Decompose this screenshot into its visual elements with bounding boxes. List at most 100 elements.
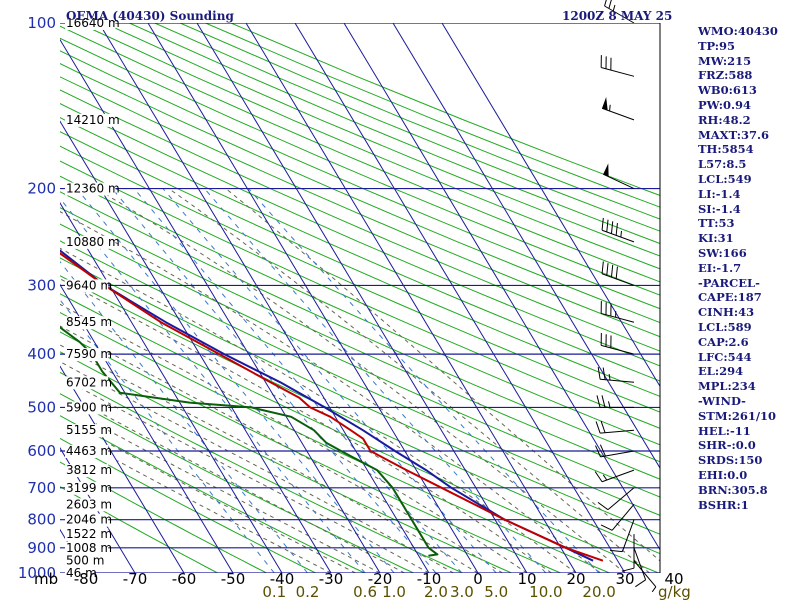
mixing-ratio-tick-label: 5.0 <box>484 583 508 600</box>
wind-barb <box>600 301 635 323</box>
chart-datetime: 1200Z 8 MAY 25 <box>562 9 672 23</box>
moist-adiabat-line <box>60 344 479 573</box>
wind-barb <box>600 332 635 355</box>
index-entry: RH:48.2 <box>698 112 751 127</box>
index-entry: LI:-1.4 <box>698 186 741 201</box>
height-label: 5155 m <box>66 423 112 437</box>
wind-barb <box>595 444 635 458</box>
height-label: 9640 m <box>66 278 112 292</box>
isotherm-line <box>60 447 136 573</box>
index-entry: WB0:613 <box>698 83 757 98</box>
index-entry: EL:294 <box>698 364 744 379</box>
temperature-tick-label: 0 <box>473 570 483 588</box>
moist-adiabat-line <box>117 460 332 573</box>
index-entry: SHR-:0.0 <box>698 438 756 453</box>
temperature-tick-label: -80 <box>74 570 99 588</box>
mixing-ratio-unit-label: g/kg <box>658 583 691 600</box>
isotherm-line <box>294 23 626 573</box>
pressure-axis-labels: 100 200 300 400 500 600 700 800 900 1000 <box>18 14 56 582</box>
isotherm-line <box>196 23 528 573</box>
moist-adiabat-line <box>95 423 381 573</box>
dry-adiabat-line <box>60 486 218 573</box>
dry-adiabat-line <box>60 207 660 480</box>
mixing-ratio-tick-label: 0.6 <box>353 583 377 600</box>
height-label: 46 m <box>66 566 97 580</box>
wind-barb <box>597 487 635 511</box>
isotherm-line <box>441 23 660 388</box>
index-entry: KI:31 <box>698 231 734 246</box>
wind-barb <box>596 395 634 408</box>
index-entry: PW:0.94 <box>698 97 752 112</box>
dewpoint-trace <box>60 326 439 557</box>
index-entry: TT:53 <box>698 216 735 231</box>
wind-barb <box>600 55 635 77</box>
height-labels: 16640 m 14210 m 12360 m 10880 m 9640 m 8545 m… <box>65 16 120 580</box>
wind-barb <box>601 96 635 121</box>
dry-adiabat-line <box>60 437 316 573</box>
dry-adiabat-line <box>60 331 561 573</box>
pressure-tick-label: 700 <box>27 479 56 497</box>
height-label: 500 m <box>66 554 104 568</box>
height-label: 7590 m <box>66 347 112 361</box>
isotherm-line <box>245 23 577 573</box>
mixing-ratio-line <box>111 188 437 573</box>
index-entry: MAXT:37.6 <box>698 127 769 142</box>
height-label: 5900 m <box>66 400 112 414</box>
height-label: 1522 m <box>66 527 112 541</box>
height-label: 3199 m <box>66 481 112 495</box>
dry-adiabat-line <box>103 23 660 257</box>
index-entry: TP:95 <box>698 38 736 53</box>
height-label: 4463 m <box>66 444 112 458</box>
temperature-tick-label: -10 <box>417 570 442 588</box>
index-entry: BSHR:1 <box>698 497 749 512</box>
temperature-tick-label: 10 <box>517 570 536 588</box>
mixing-ratio-tick-label: 0.2 <box>296 583 320 600</box>
temperature-tick-label: -30 <box>319 570 344 588</box>
pressure-tick-label: 1000 <box>18 564 56 582</box>
isotherm-line <box>343 23 660 551</box>
index-entry: HEL:-11 <box>698 423 751 438</box>
wind-barb <box>621 534 635 572</box>
height-label: 12360 m <box>66 182 120 196</box>
wind-barb <box>600 503 635 531</box>
height-label: 2603 m <box>66 497 112 511</box>
index-entry: LFC:544 <box>698 349 752 364</box>
moist-adiabat-line <box>107 442 356 573</box>
isotherm-line <box>392 23 660 469</box>
isotherm-line <box>60 283 234 573</box>
sounding-traces <box>60 249 604 562</box>
wind-barb <box>595 420 635 434</box>
index-entry: EI:-1.7 <box>698 260 742 275</box>
index-entry: TH:5854 <box>698 142 754 157</box>
wind-barb <box>610 519 635 553</box>
dry-adiabat-line <box>60 131 660 397</box>
index-entry: BRN:305.8 <box>698 482 768 497</box>
isotherm-line <box>147 23 479 573</box>
index-entry: LCL:549 <box>698 171 752 186</box>
dry-adiabat-line <box>60 461 267 573</box>
wind-barb <box>601 217 635 243</box>
temperature-tick-label: 40 <box>664 570 683 588</box>
moist-adiabat-line <box>60 278 552 573</box>
dry-adiabat-line <box>78 23 660 270</box>
mixing-ratio-line <box>133 188 463 573</box>
dry-adiabat-line <box>60 240 660 516</box>
temperature-tick-label: -40 <box>270 570 295 588</box>
dry-adiabat-line <box>60 275 660 555</box>
wind-barbs <box>594 0 661 593</box>
isotherm-line <box>60 202 283 573</box>
isotherm-line <box>98 23 430 573</box>
parcel-trace <box>60 249 594 562</box>
temperature-trace <box>60 252 604 562</box>
moist-adiabat-line <box>60 247 577 573</box>
index-entry: MW:215 <box>698 53 752 68</box>
index-entry: CINH:43 <box>698 305 755 320</box>
mixing-ratio-tick-label: 20.0 <box>582 583 615 600</box>
pressure-tick-label: 400 <box>27 345 56 363</box>
index-entry: FRZ:588 <box>698 68 753 83</box>
temperature-tick-label: -70 <box>123 570 148 588</box>
pressure-tick-label: 300 <box>27 276 56 294</box>
index-entry: L57:8.5 <box>698 157 747 172</box>
height-label: 2046 m <box>66 513 112 527</box>
index-entry: SRDS:150 <box>698 453 763 468</box>
